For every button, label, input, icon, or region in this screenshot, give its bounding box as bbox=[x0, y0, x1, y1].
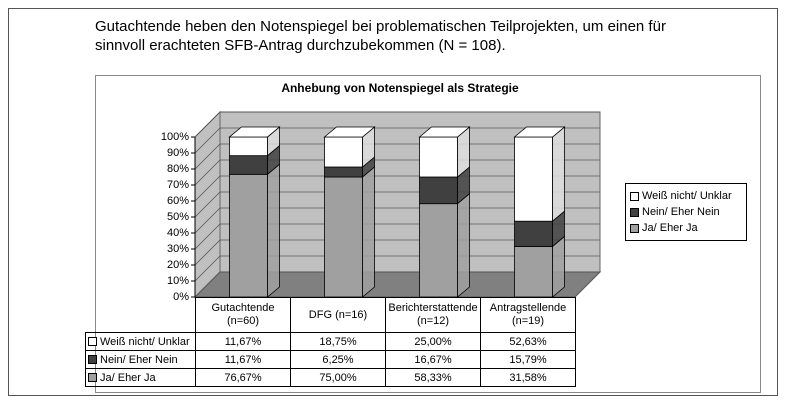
legend-entry: Weiß nicht/ Unklar bbox=[630, 188, 742, 204]
legend-label: Weiß nicht/ Unklar bbox=[642, 190, 732, 202]
grid-line bbox=[194, 239, 600, 266]
grid-line bbox=[194, 175, 600, 202]
value-label: 11,67% bbox=[195, 350, 291, 369]
legend-entry: Ja/ Eher Ja bbox=[630, 220, 742, 236]
legend: Weiß nicht/ Unklar Nein/ Eher Nein Ja/ Ehe… bbox=[625, 183, 747, 241]
value-label: 6,25% bbox=[290, 350, 386, 369]
grid-line bbox=[194, 191, 600, 218]
bar-segment bbox=[229, 136, 268, 157]
legend-key bbox=[630, 191, 639, 201]
table-header: Gutachtende (n=60) DFG (n=16) Berichtersta… bbox=[86, 297, 576, 333]
value-label: 25,00% bbox=[385, 332, 481, 351]
value-label: 16,67% bbox=[385, 350, 481, 369]
table-row: Nein/ Eher Nein 11,67% 6,25% 16,67% 15,79% bbox=[85, 350, 576, 369]
bar-segment bbox=[514, 220, 553, 247]
bar-segment bbox=[419, 203, 458, 298]
grid-line bbox=[194, 223, 600, 250]
row-label: Ja/ Eher Ja bbox=[85, 368, 196, 387]
legend-key bbox=[630, 207, 639, 217]
bar-segment bbox=[419, 136, 458, 178]
x-tick-label: Antragstellende (n=19) bbox=[480, 297, 576, 333]
row-label: Weiß nicht/ Unklar bbox=[85, 332, 196, 351]
y-tick-label: 30% bbox=[167, 243, 189, 255]
bar-side bbox=[552, 126, 565, 223]
bar-top bbox=[323, 126, 376, 138]
series-name: Nein/ Eher Nein bbox=[100, 353, 178, 366]
legend-key bbox=[88, 373, 97, 383]
y-tick-label: 20% bbox=[167, 259, 189, 271]
bar-side bbox=[362, 166, 375, 298]
y-tick-label: 50% bbox=[167, 211, 189, 223]
bar-segment bbox=[229, 173, 268, 298]
table-corner bbox=[86, 298, 196, 333]
legend-entry: Nein/ Eher Nein bbox=[630, 204, 742, 220]
y-tick-label: 80% bbox=[167, 163, 189, 175]
bar-side bbox=[267, 163, 280, 298]
grid-line bbox=[194, 207, 600, 234]
legend-key bbox=[88, 337, 97, 347]
data-table: Gutachtende (n=60) DFG (n=16) Berichtersta… bbox=[85, 297, 576, 387]
bar-top bbox=[228, 126, 281, 138]
value-label: 75,00% bbox=[290, 368, 386, 387]
bar-segment bbox=[324, 136, 363, 168]
y-tick-label: 60% bbox=[167, 195, 189, 207]
table-row: Ja/ Eher Ja 76,67% 75,00% 58,33% 31,58% bbox=[85, 368, 576, 387]
y-tick-label: 10% bbox=[167, 275, 189, 287]
series-name: Weiß nicht/ Unklar bbox=[100, 335, 190, 348]
y-tick-label: 100% bbox=[161, 131, 189, 143]
legend-label: Nein/ Eher Nein bbox=[642, 206, 720, 218]
value-label: 18,75% bbox=[290, 332, 386, 351]
chart-box bbox=[95, 75, 761, 393]
bar-side bbox=[552, 235, 565, 298]
y-tick-label: 70% bbox=[167, 179, 189, 191]
table-row: Weiß nicht/ Unklar 11,67% 18,75% 25,00% 52,6… bbox=[85, 332, 576, 351]
x-tick-label: DFG (n=16) bbox=[290, 297, 386, 333]
value-label: 31,58% bbox=[480, 368, 576, 387]
caption: Gutachtende heben den Notenspiegel bei p… bbox=[95, 18, 666, 54]
row-label: Nein/ Eher Nein bbox=[85, 350, 196, 369]
grid-line bbox=[194, 159, 600, 186]
bar-side bbox=[457, 192, 470, 298]
bar-top bbox=[513, 126, 566, 138]
bar-segment bbox=[419, 176, 458, 205]
bar-segment bbox=[324, 166, 363, 178]
legend-label: Ja/ Eher Ja bbox=[642, 222, 698, 234]
y-tick-label: 40% bbox=[167, 227, 189, 239]
grid-line bbox=[194, 143, 600, 170]
grid-line bbox=[194, 255, 600, 282]
series-name: Ja/ Eher Ja bbox=[100, 371, 156, 384]
bar-top bbox=[418, 126, 471, 138]
value-label: 58,33% bbox=[385, 368, 481, 387]
value-label: 11,67% bbox=[195, 332, 291, 351]
legend-key bbox=[630, 223, 639, 233]
x-tick-label: Gutachtende (n=60) bbox=[195, 297, 291, 333]
bar-segment bbox=[514, 136, 553, 222]
grid-line bbox=[194, 111, 600, 138]
legend-key bbox=[88, 355, 97, 365]
bar-segment bbox=[229, 155, 268, 175]
value-label: 52,63% bbox=[480, 332, 576, 351]
grid-line bbox=[194, 127, 600, 154]
bar-segment bbox=[324, 176, 363, 298]
x-tick-label: Berichterstattende (n=12) bbox=[385, 297, 481, 333]
y-tick-label: 90% bbox=[167, 147, 189, 159]
value-label: 15,79% bbox=[480, 350, 576, 369]
bar-segment bbox=[514, 246, 553, 298]
y-tick-label: 0% bbox=[173, 291, 189, 303]
value-label: 76,67% bbox=[195, 368, 291, 387]
frame bbox=[8, 8, 778, 396]
chart-title: Anhebung von Notenspiegel als Strategie bbox=[281, 81, 519, 95]
